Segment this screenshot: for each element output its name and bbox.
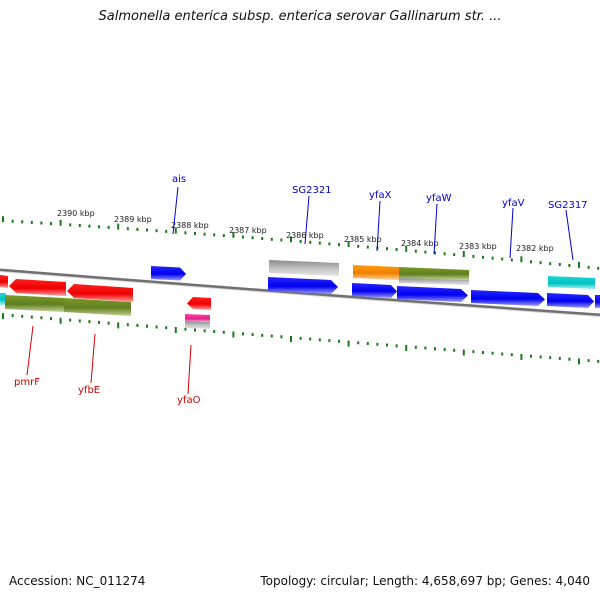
tick-label-2387: 2387 kbp <box>229 226 267 235</box>
gene-yfaw-cds[interactable] <box>397 286 468 302</box>
bottom-leaders <box>26 325 192 395</box>
gene-yfav-cds[interactable] <box>471 290 545 306</box>
gene-sg2317-cds[interactable] <box>547 293 594 308</box>
tick-label-2384: 2384 kbp <box>401 239 439 248</box>
label-yfax[interactable]: yfaX <box>369 190 392 201</box>
gene-sg2317[interactable] <box>548 276 595 289</box>
label-yfao[interactable]: yfaO <box>177 395 201 406</box>
label-ais[interactable]: ais <box>172 174 186 185</box>
tick-label-2385: 2385 kbp <box>344 235 382 244</box>
tick-label-2388: 2388 kbp <box>171 221 209 230</box>
inner-tick-ring <box>2 313 600 365</box>
gene-yfbe-operon[interactable] <box>64 298 131 316</box>
gene-yfbe[interactable] <box>67 284 133 302</box>
gene-yfao-feature[interactable] <box>185 314 210 322</box>
tick-label-2383: 2383 kbp <box>459 242 497 251</box>
kbp-labels: 2390 kbp 2389 kbp 2388 kbp 2387 kbp 2386… <box>57 209 554 253</box>
tick-label-2390: 2390 kbp <box>57 209 95 218</box>
genome-stats-text: Topology: circular; Length: 4,658,697 bp… <box>260 574 590 588</box>
label-sg2317[interactable]: SG2317 <box>548 200 588 211</box>
reverse-genes <box>0 275 211 329</box>
top-gene-labels: ais SG2321 yfaX yfaW yfaV SG2317 <box>172 174 588 211</box>
gene-edge-cyan[interactable] <box>0 293 6 305</box>
genome-backbone <box>0 268 600 317</box>
gene-edge-red[interactable] <box>0 275 8 288</box>
label-yfbe[interactable]: yfbE <box>78 385 100 396</box>
gene-ais[interactable] <box>151 266 186 281</box>
bottom-gene-labels: pmrF yfbE yfaO <box>14 377 201 406</box>
gene-yfax-cds[interactable] <box>352 283 397 298</box>
top-leaders <box>172 186 574 261</box>
tick-label-2389: 2389 kbp <box>114 215 152 224</box>
genome-backbone-highlight <box>0 271 600 317</box>
accession-text: Accession: NC_011274 <box>9 574 146 588</box>
gene-sg2321-cds[interactable] <box>268 277 338 294</box>
gene-edge-cds[interactable] <box>595 295 600 308</box>
gene-pmrf[interactable] <box>9 279 66 296</box>
label-pmrf[interactable]: pmrF <box>14 377 40 388</box>
gene-yfao[interactable] <box>187 297 211 310</box>
label-sg2321[interactable]: SG2321 <box>292 185 332 196</box>
gene-yfaw-shade <box>399 278 469 285</box>
outer-tick-ring <box>2 216 600 270</box>
label-yfav[interactable]: yfaV <box>502 198 525 209</box>
tick-label-2382: 2382 kbp <box>516 244 554 253</box>
gene-yfaw[interactable] <box>399 267 469 280</box>
gene-sg2321[interactable] <box>269 260 339 276</box>
gene-yfax[interactable] <box>353 265 399 280</box>
tick-label-2386: 2386 kbp <box>286 231 324 240</box>
gene-pmrf-operon[interactable] <box>5 295 64 312</box>
map-title: Salmonella enterica subsp. enterica sero… <box>98 9 502 24</box>
forward-genes <box>151 260 600 308</box>
gene-yfao-feature-shade <box>185 321 210 329</box>
label-yfaw[interactable]: yfaW <box>426 193 452 204</box>
